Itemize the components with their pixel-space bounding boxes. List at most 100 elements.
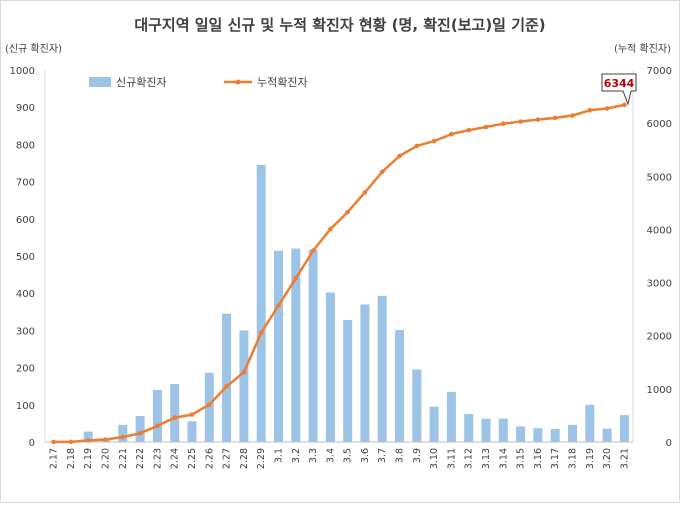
marker-3.13 bbox=[484, 125, 489, 130]
x-tick-2.24: 2.24 bbox=[170, 448, 181, 469]
x-tick-3.1: 3.1 bbox=[274, 448, 285, 463]
x-tick-3.7: 3.7 bbox=[377, 448, 388, 463]
y-tick-right-2000: 2000 bbox=[647, 332, 672, 343]
bar-3.5 bbox=[343, 320, 352, 442]
marker-2.19 bbox=[86, 438, 91, 443]
x-tick-3.10: 3.10 bbox=[429, 448, 440, 469]
callout-label: 6344 bbox=[604, 77, 635, 90]
bar-3.3 bbox=[309, 250, 318, 442]
marker-3.2 bbox=[294, 276, 299, 281]
y-tick-right-4000: 4000 bbox=[647, 225, 672, 236]
marker-3.18 bbox=[570, 113, 575, 118]
bar-3.13 bbox=[482, 419, 491, 442]
marker-2.21 bbox=[121, 435, 126, 440]
y-tick-left-500: 500 bbox=[16, 252, 35, 263]
marker-2.23 bbox=[155, 424, 160, 429]
y-tick-right-6000: 6000 bbox=[647, 119, 672, 130]
marker-3.12 bbox=[466, 128, 471, 133]
legend-label-new-cases: 신규확진자 bbox=[116, 76, 167, 89]
marker-3.4 bbox=[328, 227, 333, 232]
x-tick-2.27: 2.27 bbox=[222, 448, 233, 469]
y-tick-right-3000: 3000 bbox=[647, 279, 672, 290]
y-tick-left-200: 200 bbox=[16, 364, 35, 375]
marker-2.27 bbox=[224, 384, 229, 389]
marker-2.20 bbox=[103, 437, 108, 442]
chart-title: 대구지역 일일 신규 및 누적 확진자 현황 (명, 확진(보고)일 기준) bbox=[134, 16, 545, 34]
axes bbox=[45, 70, 633, 442]
bar-2.22 bbox=[136, 416, 145, 442]
marker-3.5 bbox=[345, 210, 350, 215]
x-tick-3.5: 3.5 bbox=[343, 448, 354, 463]
y-tick-right-7000: 7000 bbox=[647, 66, 672, 77]
x-tick-3.8: 3.8 bbox=[395, 448, 406, 463]
bar-3.16 bbox=[533, 428, 542, 442]
y-tick-left-1000: 1000 bbox=[10, 66, 35, 77]
bar-3.7 bbox=[378, 296, 387, 442]
y-tick-right-1000: 1000 bbox=[647, 385, 672, 396]
bar-3.10 bbox=[430, 407, 439, 442]
x-tick-2.25: 2.25 bbox=[187, 448, 198, 469]
bar-3.14 bbox=[499, 419, 508, 442]
bar-3.11 bbox=[447, 392, 456, 442]
y-tick-left-0: 0 bbox=[29, 438, 35, 449]
marker-2.25 bbox=[190, 412, 195, 417]
x-tick-2.21: 2.21 bbox=[118, 448, 129, 469]
legend-swatch-new-cases bbox=[89, 77, 111, 87]
legend-swatch-cumulative-marker bbox=[236, 80, 241, 85]
bar-3.17 bbox=[551, 429, 560, 442]
bar-2.23 bbox=[153, 390, 162, 442]
line-series-cumulative bbox=[54, 105, 625, 442]
legend-label-cumulative: 누적확진자 bbox=[257, 76, 308, 89]
y-tick-left-600: 600 bbox=[16, 215, 35, 226]
x-tick-3.19: 3.19 bbox=[585, 448, 596, 469]
bar-3.21 bbox=[620, 415, 629, 442]
bar-3.9 bbox=[412, 370, 421, 443]
bar-3.4 bbox=[326, 293, 335, 443]
bar-2.25 bbox=[188, 421, 197, 442]
marker-3.7 bbox=[380, 170, 385, 175]
marker-2.18 bbox=[69, 440, 74, 445]
bar-2.28 bbox=[239, 330, 248, 442]
y-tick-right-5000: 5000 bbox=[647, 172, 672, 183]
marker-3.19 bbox=[588, 108, 593, 113]
x-tick-3.15: 3.15 bbox=[516, 448, 527, 469]
x-tick-3.4: 3.4 bbox=[325, 448, 336, 463]
y-tick-left-300: 300 bbox=[16, 326, 35, 337]
y-axis-label-left: (신규 확진자) bbox=[5, 43, 62, 55]
y-tick-left-100: 100 bbox=[16, 401, 35, 412]
bar-2.27 bbox=[222, 314, 231, 442]
x-tick-3.14: 3.14 bbox=[498, 448, 509, 469]
marker-2.29 bbox=[259, 331, 264, 336]
marker-3.21 bbox=[622, 103, 627, 108]
y-tick-left-700: 700 bbox=[16, 178, 35, 189]
x-tick-3.17: 3.17 bbox=[550, 448, 561, 469]
x-tick-3.9: 3.9 bbox=[412, 448, 423, 463]
x-tick-3.2: 3.2 bbox=[291, 448, 302, 463]
y-tick-left-800: 800 bbox=[16, 140, 35, 151]
marker-3.6 bbox=[363, 190, 368, 195]
x-tick-3.20: 3.20 bbox=[602, 448, 613, 469]
marker-3.14 bbox=[501, 121, 506, 126]
bar-3.6 bbox=[360, 304, 369, 442]
marker-2.22 bbox=[138, 431, 143, 436]
marker-3.1 bbox=[276, 303, 281, 308]
marker-3.15 bbox=[518, 119, 523, 124]
bar-3.20 bbox=[603, 429, 612, 442]
bar-3.18 bbox=[568, 425, 577, 442]
marker-2.26 bbox=[207, 402, 212, 407]
x-tick-3.21: 3.21 bbox=[619, 448, 630, 469]
marker-3.8 bbox=[397, 154, 402, 159]
line-markers bbox=[51, 103, 626, 445]
x-tick-3.3: 3.3 bbox=[308, 448, 319, 463]
bar-2.21 bbox=[118, 425, 127, 442]
x-tick-2.29: 2.29 bbox=[256, 448, 267, 469]
x-tick-3.18: 3.18 bbox=[568, 448, 579, 469]
marker-2.28 bbox=[242, 370, 247, 375]
marker-3.17 bbox=[553, 116, 558, 121]
bar-3.1 bbox=[274, 251, 283, 442]
bar-2.29 bbox=[257, 165, 266, 442]
x-tick-2.22: 2.22 bbox=[135, 448, 146, 469]
x-tick-2.17: 2.17 bbox=[49, 448, 60, 469]
